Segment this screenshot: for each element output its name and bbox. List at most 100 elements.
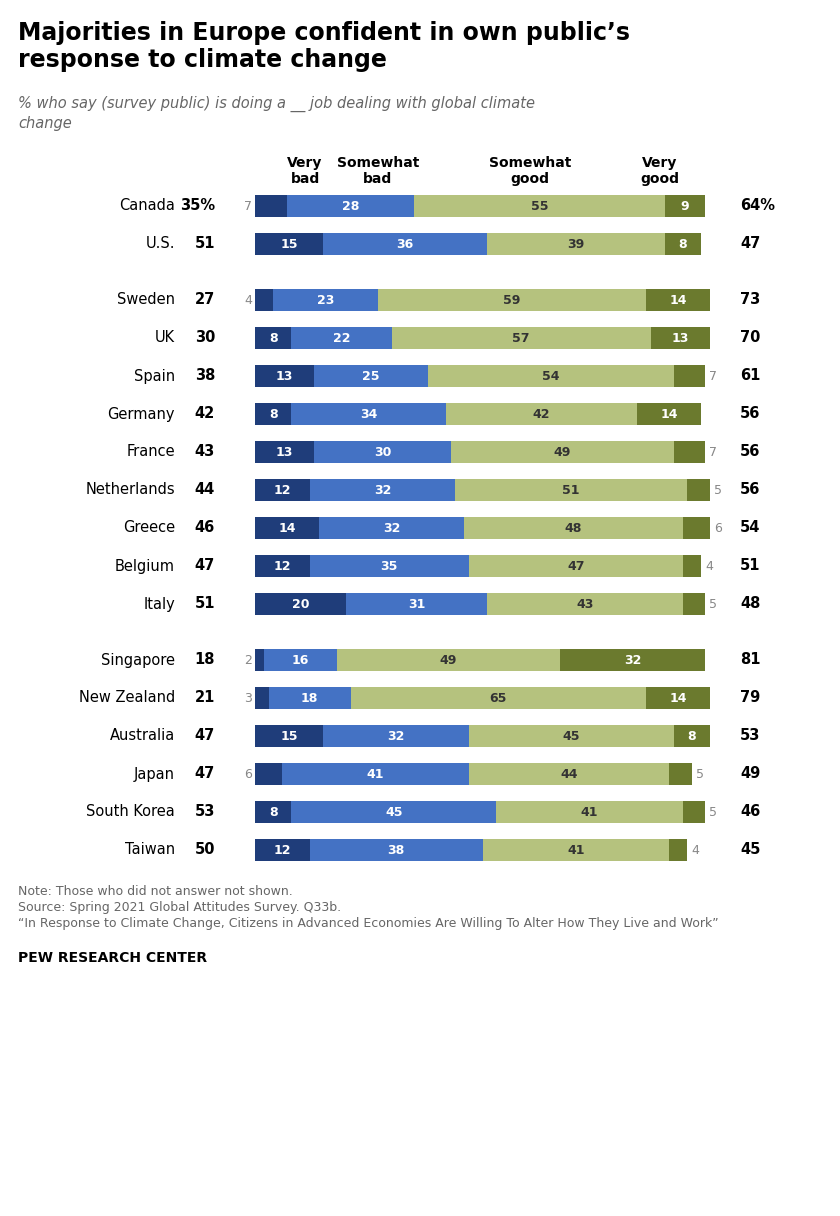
Bar (291, 327, 391, 349)
Text: 18: 18 (301, 692, 318, 704)
Text: Majorities in Europe confident in own public’s
response to climate change: Majorities in Europe confident in own pu… (18, 21, 630, 72)
Text: 27: 27 (195, 293, 215, 308)
Text: 20: 20 (291, 597, 309, 610)
Bar (414, 195, 664, 216)
Text: 12: 12 (274, 484, 291, 496)
Text: Taiwan: Taiwan (125, 843, 175, 857)
Text: 56: 56 (740, 483, 760, 497)
Text: 47: 47 (195, 558, 215, 574)
Text: Spain: Spain (134, 368, 175, 383)
Bar (683, 517, 710, 539)
Text: 15: 15 (281, 730, 298, 743)
Text: 55: 55 (531, 199, 549, 213)
Text: 50: 50 (195, 843, 215, 857)
Text: Greece: Greece (123, 520, 175, 535)
Bar (255, 327, 291, 349)
Text: 54: 54 (542, 370, 559, 383)
Bar (350, 687, 646, 709)
Bar (286, 195, 414, 216)
Text: Source: Spring 2021 Global Attitudes Survey. Q33b.: Source: Spring 2021 Global Attitudes Sur… (18, 901, 341, 914)
Text: 51: 51 (740, 558, 760, 574)
Text: 57: 57 (512, 332, 530, 344)
Text: 13: 13 (276, 370, 293, 383)
Text: Very
good: Very good (641, 156, 680, 186)
Bar (255, 365, 314, 387)
Text: 47: 47 (195, 728, 215, 743)
Text: Japan: Japan (134, 766, 175, 782)
Bar (487, 593, 683, 615)
Text: Netherlands: Netherlands (86, 483, 175, 497)
Bar (496, 801, 683, 823)
Text: 25: 25 (362, 370, 380, 383)
Text: % who say (survey public) is doing a __ job dealing with global climate
change: % who say (survey public) is doing a __ … (18, 96, 535, 131)
Bar (310, 479, 455, 501)
Text: 41: 41 (367, 767, 385, 781)
Text: 46: 46 (195, 520, 215, 535)
Bar (664, 195, 706, 216)
Text: 43: 43 (195, 445, 215, 460)
Text: 12: 12 (274, 559, 291, 573)
Text: Canada: Canada (119, 198, 175, 214)
Text: 22: 22 (333, 332, 350, 344)
Text: 15: 15 (281, 237, 298, 250)
Text: 48: 48 (740, 597, 760, 612)
Text: 32: 32 (374, 484, 391, 496)
Text: 41: 41 (580, 805, 598, 818)
Text: 30: 30 (195, 331, 215, 345)
Text: 12: 12 (274, 844, 291, 856)
Text: Singapore: Singapore (101, 653, 175, 668)
Bar (674, 441, 706, 463)
Text: 14: 14 (669, 293, 687, 306)
Bar (314, 365, 428, 387)
Text: 47: 47 (567, 559, 585, 573)
Bar (323, 233, 487, 255)
Text: 4: 4 (691, 844, 699, 856)
Text: 38: 38 (195, 368, 215, 383)
Text: 45: 45 (385, 805, 402, 818)
Text: 48: 48 (564, 522, 582, 535)
Bar (255, 195, 286, 216)
Text: 45: 45 (563, 730, 580, 743)
Bar (465, 517, 683, 539)
Text: 18: 18 (195, 653, 215, 668)
Text: 8: 8 (687, 730, 696, 743)
Text: 44: 44 (195, 483, 215, 497)
Text: 32: 32 (624, 653, 641, 666)
Bar (255, 762, 282, 786)
Bar (318, 517, 465, 539)
Text: France: France (126, 445, 175, 460)
Bar (310, 554, 469, 578)
Bar (646, 289, 710, 311)
Bar (255, 289, 273, 311)
Text: 13: 13 (276, 445, 293, 458)
Text: 8: 8 (269, 805, 277, 818)
Text: 13: 13 (672, 332, 689, 344)
Bar (669, 839, 687, 861)
Bar (323, 725, 469, 747)
Text: 51: 51 (195, 597, 215, 612)
Bar (337, 649, 559, 671)
Bar (446, 402, 638, 426)
Text: Germany: Germany (108, 406, 175, 422)
Bar (646, 687, 710, 709)
Text: 64%: 64% (740, 198, 775, 214)
Text: 47: 47 (740, 236, 760, 252)
Text: Belgium: Belgium (115, 558, 175, 574)
Text: 28: 28 (342, 199, 360, 213)
Text: 51: 51 (563, 484, 580, 496)
Bar (683, 801, 706, 823)
Text: 49: 49 (439, 653, 457, 666)
Bar (310, 839, 482, 861)
Bar (669, 762, 692, 786)
Text: 5: 5 (696, 767, 704, 781)
Text: 35: 35 (381, 559, 398, 573)
Bar (282, 762, 469, 786)
Text: 38: 38 (387, 844, 405, 856)
Text: 9: 9 (680, 199, 690, 213)
Text: 14: 14 (669, 692, 687, 704)
Bar (255, 554, 310, 578)
Text: U.S.: U.S. (145, 236, 175, 252)
Bar (469, 725, 674, 747)
Bar (487, 233, 664, 255)
Bar (683, 554, 701, 578)
